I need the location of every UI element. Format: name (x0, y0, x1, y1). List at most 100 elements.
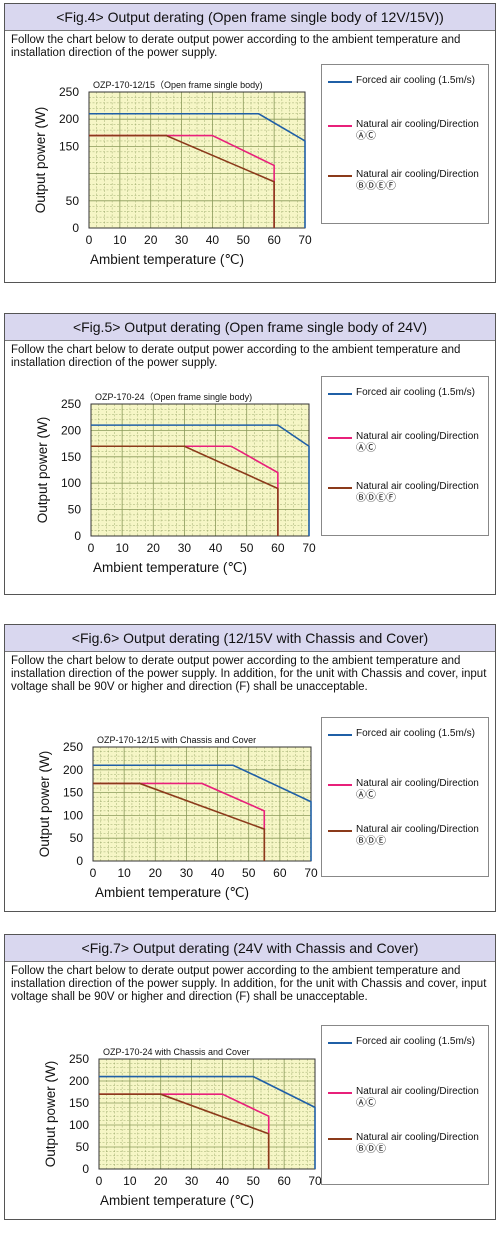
legend-swatch (328, 81, 352, 83)
y-tick-label: 250 (59, 85, 79, 99)
legend-label: Natural air cooling/Direction ⒷⒹⒺ (356, 1132, 479, 1155)
chart-legend: Forced air cooling (1.5m/s) Natural air … (321, 64, 489, 224)
y-tick-label: 250 (69, 1052, 89, 1066)
derating-figure-5: <Fig.5> Output derating (Open frame sing… (4, 313, 496, 595)
x-tick-label: 20 (154, 1174, 168, 1188)
x-tick-label: 50 (247, 1174, 261, 1188)
chart-title: OZP-170-12/15（Open frame single body) (93, 80, 263, 90)
y-tick-label: 50 (68, 503, 82, 517)
legend-label: Forced air cooling (1.5m/s) (356, 75, 475, 86)
legend-swatch (328, 437, 352, 439)
x-tick-label: 0 (96, 1174, 103, 1188)
series-line (99, 1075, 316, 1169)
y-axis-label: Output power (W) (35, 417, 50, 524)
chart-legend: Forced air cooling (1.5m/s) Natural air … (321, 717, 489, 877)
y-axis-label: Output power (W) (37, 751, 52, 858)
legend-label: Natural air cooling/Direction ⒷⒹⒺⒻ (356, 169, 479, 192)
x-tick-label: 30 (178, 541, 192, 555)
y-tick-label: 200 (69, 1074, 89, 1088)
y-tick-label: 0 (76, 854, 83, 868)
series-line (91, 445, 279, 536)
chart-legend: Forced air cooling (1.5m/s) Natural air … (321, 376, 489, 536)
figure-heading: <Fig.7> Output derating (24V with Chassi… (5, 935, 495, 962)
figure-description: Follow the chart below to derate output … (11, 34, 461, 59)
legend-swatch (328, 734, 352, 736)
series-line (89, 112, 306, 228)
derating-figure-6: <Fig.6> Output derating (12/15V with Cha… (4, 624, 496, 912)
x-axis-label: Ambient temperature (℃) (90, 252, 244, 267)
y-tick-label: 200 (59, 112, 79, 126)
y-tick-label: 50 (70, 831, 84, 845)
x-tick-label: 40 (209, 541, 223, 555)
legend-label: Natural air cooling/Direction ⒶⒸ (356, 778, 479, 801)
x-tick-label: 60 (267, 233, 281, 247)
legend-swatch (328, 1042, 352, 1044)
y-axis-label: Output power (W) (33, 107, 48, 214)
y-tick-label: 150 (63, 786, 83, 800)
x-tick-label: 70 (304, 866, 318, 880)
figure-heading: <Fig.4> Output derating (Open frame sing… (5, 4, 495, 31)
derating-figure-7: <Fig.7> Output derating (24V with Chassi… (4, 934, 496, 1220)
y-tick-label: 250 (63, 740, 83, 754)
x-axis-label: Ambient temperature (℃) (95, 885, 249, 900)
x-axis-label: Ambient temperature (℃) (93, 560, 247, 575)
chart-title: OZP-170-24 with Chassis and Cover (103, 1047, 250, 1057)
figure-description: Follow the chart below to derate output … (11, 965, 487, 1003)
x-tick-label: 60 (271, 541, 285, 555)
x-axis-label: Ambient temperature (℃) (100, 1193, 254, 1208)
y-tick-label: 0 (74, 529, 81, 543)
y-tick-label: 0 (82, 1162, 89, 1176)
x-tick-label: 0 (86, 233, 93, 247)
x-tick-label: 50 (242, 866, 256, 880)
series-line (89, 134, 275, 228)
x-tick-label: 70 (308, 1174, 322, 1188)
legend-label: Natural air cooling/Direction ⒶⒸ (356, 431, 479, 454)
x-tick-label: 10 (113, 233, 127, 247)
x-tick-label: 70 (298, 233, 312, 247)
x-tick-label: 50 (240, 541, 254, 555)
legend-label: Natural air cooling/Direction ⒷⒹⒺ (356, 824, 479, 847)
legend-swatch (328, 784, 352, 786)
legend-label: Natural air cooling/Direction ⒶⒸ (356, 119, 479, 142)
legend-swatch (328, 175, 352, 177)
legend-label: Natural air cooling/Direction ⒶⒸ (356, 1086, 479, 1109)
x-tick-label: 60 (277, 1174, 291, 1188)
x-tick-label: 40 (206, 233, 220, 247)
x-tick-label: 60 (273, 866, 287, 880)
y-tick-label: 50 (76, 1140, 90, 1154)
legend-swatch (328, 393, 352, 395)
legend-swatch (328, 487, 352, 489)
x-tick-label: 30 (185, 1174, 199, 1188)
figure-heading: <Fig.5> Output derating (Open frame sing… (5, 314, 495, 341)
x-tick-label: 0 (88, 541, 95, 555)
x-tick-label: 50 (237, 233, 251, 247)
legend-label: Forced air cooling (1.5m/s) (356, 1036, 475, 1047)
y-tick-label: 200 (61, 423, 81, 437)
y-axis-label: Output power (W) (43, 1061, 58, 1168)
chart-legend: Forced air cooling (1.5m/s) Natural air … (321, 1025, 489, 1185)
x-tick-label: 20 (149, 866, 163, 880)
series-line (99, 1093, 270, 1169)
x-tick-label: 20 (144, 233, 158, 247)
series-line (91, 424, 310, 536)
x-tick-label: 10 (115, 541, 129, 555)
chart-title: OZP-170-24（Open frame single body) (95, 392, 252, 402)
legend-label: Forced air cooling (1.5m/s) (356, 387, 475, 398)
derating-chart-svg: 0 10 20 30 40 50 60 70 0 50 150 200 250 OZP-170-12/15… (33, 80, 312, 267)
figure-description: Follow the chart below to derate output … (11, 655, 487, 693)
y-tick-label: 100 (63, 808, 83, 822)
y-tick-label: 100 (61, 476, 81, 490)
derating-chart-svg: 0 10 20 30 40 50 60 70 0 50 100 150 200 250 OZP-170-12… (37, 735, 318, 900)
figure-heading: <Fig.6> Output derating (12/15V with Cha… (5, 625, 495, 652)
chart-title: OZP-170-12/15 with Chassis and Cover (97, 735, 256, 745)
legend-swatch (328, 1092, 352, 1094)
derating-figure-4: <Fig.4> Output derating (Open frame sing… (4, 3, 496, 283)
legend-swatch (328, 125, 352, 127)
y-tick-label: 150 (69, 1096, 89, 1110)
legend-swatch (328, 830, 352, 832)
x-tick-label: 10 (123, 1174, 137, 1188)
x-tick-label: 70 (302, 541, 316, 555)
y-tick-label: 50 (66, 194, 80, 208)
x-tick-label: 40 (211, 866, 225, 880)
x-tick-label: 20 (147, 541, 161, 555)
